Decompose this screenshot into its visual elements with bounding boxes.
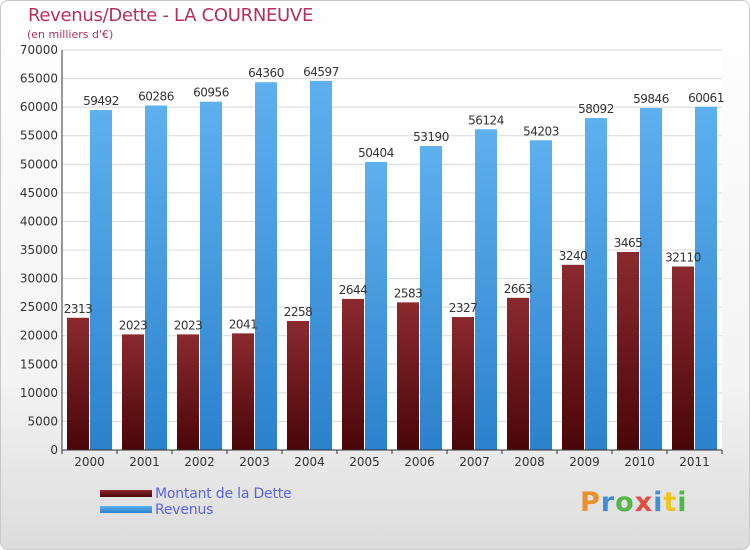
data-label-revenus: 50404 xyxy=(358,146,394,160)
logo-letter: o xyxy=(615,487,635,518)
data-label-revenus: 54203 xyxy=(523,124,559,138)
bar-dette xyxy=(672,266,694,450)
legend-swatch-revenus xyxy=(100,506,152,513)
y-tick-label: 55000 xyxy=(20,129,58,143)
x-tick-label: 2008 xyxy=(514,455,545,469)
y-tick-label: 25000 xyxy=(20,300,58,314)
y-tick-label: 70000 xyxy=(20,43,58,57)
x-tick-label: 2004 xyxy=(294,455,325,469)
x-tick-label: 2006 xyxy=(404,455,435,469)
data-label-dette: 2644 xyxy=(339,283,368,297)
data-label-revenus: 64597 xyxy=(303,65,339,79)
bar-revenus xyxy=(585,118,607,450)
data-label-revenus: 56124 xyxy=(468,113,504,127)
bar-dette xyxy=(507,297,529,450)
x-tick-label: 2011 xyxy=(679,455,710,469)
x-tick-label: 2007 xyxy=(459,455,490,469)
chart-subtitle: (en milliers d'€) xyxy=(27,28,114,41)
data-label-dette: 2023 xyxy=(119,318,148,332)
logo-letter: P xyxy=(580,487,601,518)
legend-swatch-debt xyxy=(100,490,152,497)
chart-title: Revenus/Dette - LA COURNEUVE xyxy=(28,5,314,26)
y-tick-label: 5000 xyxy=(27,414,58,428)
bar-dette xyxy=(397,302,419,450)
bar-revenus xyxy=(310,80,332,451)
data-label-revenus: 59492 xyxy=(83,94,119,108)
y-tick-label: 10000 xyxy=(20,386,58,400)
bar-dette xyxy=(177,334,199,450)
data-label-revenus: 58092 xyxy=(578,102,614,116)
y-tick-label: 50000 xyxy=(20,157,58,171)
logo-letter: x xyxy=(634,487,654,518)
data-label-dette: 3465 xyxy=(614,236,643,250)
bar-dette xyxy=(287,320,309,450)
proxiti-logo: Proxiti xyxy=(580,487,688,518)
bar-dette xyxy=(122,334,144,450)
logo-letter: r xyxy=(600,487,616,518)
x-tick-label: 2009 xyxy=(569,455,600,469)
bar-dette xyxy=(67,317,89,450)
bar-revenus xyxy=(90,110,112,450)
data-label-dette: 2327 xyxy=(449,301,478,315)
data-label-dette: 2258 xyxy=(284,305,313,319)
bar-revenus xyxy=(365,161,387,450)
x-tick-label: 2003 xyxy=(239,455,270,469)
bar-dette xyxy=(342,298,364,450)
data-label-dette: 2583 xyxy=(394,286,423,300)
bar-revenus xyxy=(640,108,662,450)
data-label-dette: 32110 xyxy=(665,251,701,265)
data-label-dette: 2313 xyxy=(64,302,93,316)
data-label-dette: 2023 xyxy=(174,318,203,332)
logo-letter: t xyxy=(663,487,678,518)
logo-letter: i xyxy=(677,487,688,518)
data-label-revenus: 60956 xyxy=(193,86,229,100)
data-label-revenus: 60061 xyxy=(688,91,724,105)
y-tick-label: 45000 xyxy=(20,186,58,200)
bar-revenus xyxy=(420,146,442,451)
y-tick-label: 35000 xyxy=(20,243,58,257)
y-tick-label: 40000 xyxy=(20,214,58,228)
data-label-revenus: 53190 xyxy=(413,130,449,144)
y-tick-label: 20000 xyxy=(20,329,58,343)
bar-revenus xyxy=(200,101,222,451)
y-tick-label: 30000 xyxy=(20,272,58,286)
x-tick-label: 2001 xyxy=(129,455,160,469)
bar-dette xyxy=(562,264,584,450)
bar-dette xyxy=(452,317,474,450)
y-tick-label: 65000 xyxy=(20,72,58,86)
logo-letter: i xyxy=(653,487,664,518)
data-label-revenus: 59846 xyxy=(633,92,669,106)
legend-label-revenus: Revenus xyxy=(155,502,214,518)
legend-label-debt: Montant de la Dette xyxy=(155,486,292,502)
data-label-dette: 2041 xyxy=(229,317,258,331)
data-label-dette: 2663 xyxy=(504,282,533,296)
bar-dette xyxy=(232,333,254,450)
data-label-revenus: 60286 xyxy=(138,90,174,104)
bar-revenus xyxy=(695,106,717,451)
data-label-dette: 3240 xyxy=(559,249,588,263)
y-tick-label: 0 xyxy=(50,443,58,457)
bar-revenus xyxy=(475,129,497,450)
x-tick-label: 2010 xyxy=(624,455,655,469)
bar-revenus xyxy=(255,82,277,450)
y-tick-label: 15000 xyxy=(20,357,58,371)
bar-revenus xyxy=(145,105,167,450)
x-tick-label: 2000 xyxy=(74,455,105,469)
x-tick-label: 2002 xyxy=(184,455,215,469)
bar-revenus xyxy=(530,140,552,451)
data-label-revenus: 64360 xyxy=(248,66,284,80)
x-tick-label: 2005 xyxy=(349,455,380,469)
bar-dette xyxy=(617,251,639,450)
y-tick-label: 60000 xyxy=(20,100,58,114)
